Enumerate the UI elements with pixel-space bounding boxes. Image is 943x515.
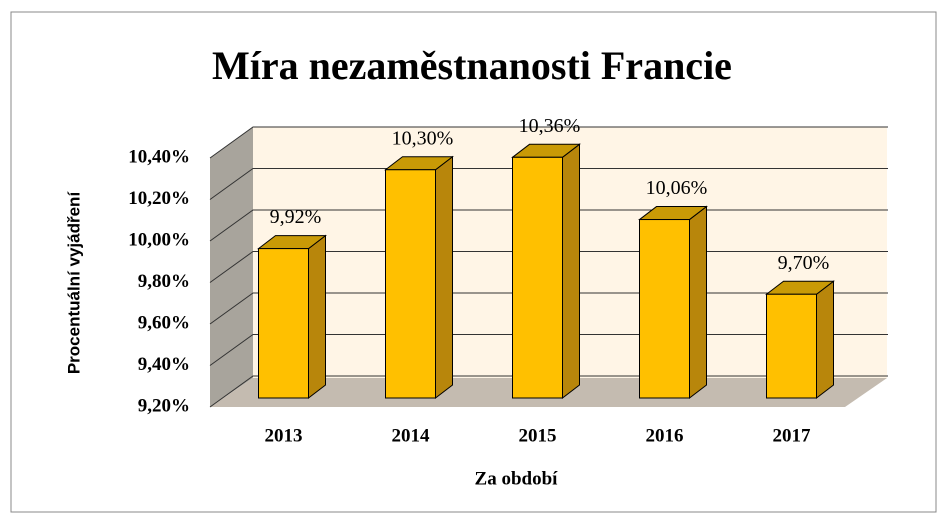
data-label: 10,36%	[519, 115, 581, 137]
x-axis-title: Za období	[475, 468, 559, 489]
y-tick-label: 9,60%	[138, 312, 190, 333]
bar	[258, 248, 309, 399]
data-label: 10,30%	[392, 127, 454, 149]
chart-title: Míra nezaměstnanosti Francie	[212, 43, 732, 88]
bar-side	[816, 280, 834, 400]
bar-side	[689, 205, 707, 400]
y-axis-title: Procentuální vyjádření	[64, 191, 83, 375]
bar-side	[308, 234, 326, 400]
y-tick-label: 10,40%	[128, 146, 190, 167]
y-tick-label: 10,00%	[128, 229, 190, 250]
y-tick-label: 10,20%	[128, 188, 190, 209]
bar-side	[435, 155, 453, 400]
y-tick-label: 9,40%	[138, 354, 190, 375]
data-label: 9,70%	[778, 252, 830, 274]
x-tick-label: 2013	[265, 425, 303, 446]
x-tick-label: 2016	[646, 425, 684, 446]
y-tick-label: 9,80%	[138, 271, 190, 292]
grid-line	[209, 168, 888, 200]
data-label: 9,92%	[270, 206, 322, 228]
y-tick-label: 9,20%	[138, 395, 190, 416]
grid-line	[209, 126, 888, 159]
x-tick-label: 2015	[519, 425, 557, 446]
x-tick-label: 2017	[773, 425, 812, 446]
bar	[639, 219, 690, 399]
bar	[512, 156, 563, 399]
x-tick-label: 2014	[392, 425, 431, 446]
bar	[766, 293, 817, 399]
bar-side	[562, 143, 580, 400]
data-label: 10,06%	[646, 177, 708, 199]
bar	[385, 169, 436, 399]
